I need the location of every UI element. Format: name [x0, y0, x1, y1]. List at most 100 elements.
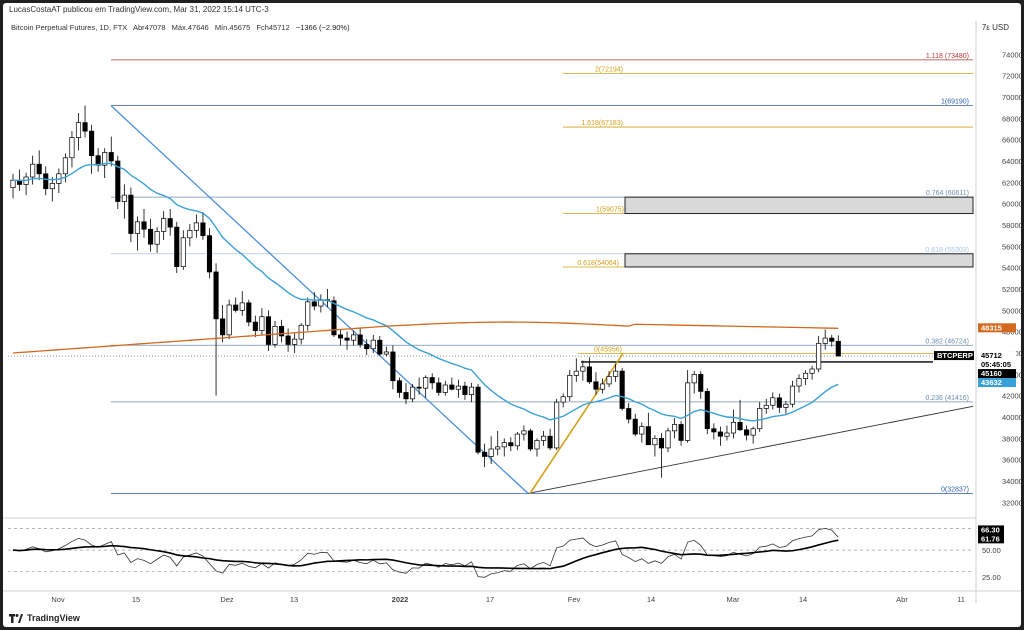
- fib-level-label: 1.118 (73480): [926, 53, 969, 60]
- fib-level-label: 2(72194): [595, 67, 623, 74]
- candle-body: [455, 385, 461, 390]
- candle-body: [573, 370, 579, 376]
- candle-body: [442, 384, 448, 393]
- candle-body: [344, 337, 350, 341]
- candle-body: [632, 418, 638, 435]
- y-tick-label: 74000: [1002, 50, 1021, 59]
- y-tick-label: 62000: [1002, 178, 1021, 187]
- candle-body: [652, 437, 658, 446]
- x-tick-label: Nov: [51, 595, 65, 604]
- fib-level-label: 1(69190): [941, 99, 969, 106]
- price-label-box: [934, 351, 974, 361]
- y-tick-label: 40000: [1002, 413, 1021, 422]
- candle-body: [102, 152, 108, 166]
- candle-body: [783, 403, 789, 408]
- candle-body: [351, 334, 357, 341]
- candle-body: [10, 179, 16, 189]
- rsi-value-box: [978, 534, 1004, 544]
- candle-body: [43, 173, 49, 190]
- publisher-line: LucasCostaAT publicou em TradingView.com…: [9, 5, 269, 14]
- candle-body: [763, 404, 769, 409]
- price-chart[interactable]: 74000 72000 70000 68000 66000 64000 62000 60000…: [3, 3, 1021, 627]
- candle-body: [691, 373, 697, 384]
- candle-body: [259, 316, 265, 331]
- ascending-trendline: [527, 405, 974, 494]
- candle-body: [252, 321, 258, 331]
- y-tick-label: 50000: [1002, 306, 1021, 315]
- x-tick-label: Fev: [568, 595, 581, 604]
- candle-body: [377, 339, 383, 355]
- price-label-text: 45712: [981, 351, 1002, 360]
- price-label-box: [978, 369, 1016, 379]
- candle-body: [586, 366, 592, 383]
- candle-body: [802, 372, 809, 379]
- x-tick-label: 17: [486, 595, 494, 604]
- fib-level-label: 0.236 (41416): [925, 395, 969, 402]
- rsi-value-box: [978, 525, 1004, 535]
- y-tick-label: 32000: [1002, 498, 1021, 507]
- candle-body: [580, 366, 586, 372]
- x-tick-label: Mar: [727, 595, 740, 604]
- candle-body: [626, 408, 632, 420]
- candle-body: [36, 163, 42, 175]
- candle-body: [370, 339, 376, 350]
- currency-button[interactable]: 7ε USD: [981, 23, 1009, 32]
- y-tick-label: 54000: [1002, 264, 1021, 273]
- fib-level-label: 0.764 (60611): [926, 190, 969, 197]
- x-tick-label: 14: [799, 595, 807, 604]
- candle-body: [233, 304, 239, 311]
- chart-frame: LucasCostaAT publicou em TradingView.com…: [3, 3, 1021, 627]
- brand-name: TradingView: [27, 613, 80, 623]
- candle-body: [141, 221, 147, 230]
- candle-body: [796, 378, 802, 387]
- candle-body: [462, 385, 468, 395]
- candle-body: [436, 382, 442, 393]
- y-tick-label: 58000: [1002, 221, 1021, 230]
- y-tick-label: 64000: [1002, 157, 1021, 166]
- candle-body: [606, 376, 612, 385]
- candle-body: [704, 391, 710, 430]
- fib-level-label: 0.618(54064): [577, 260, 619, 267]
- y-tick-label: 52000: [1002, 285, 1021, 294]
- ema-line: [12, 162, 839, 422]
- candle-body: [809, 368, 815, 374]
- candle-body: [89, 130, 95, 157]
- candle-body: [613, 370, 619, 377]
- price-label-text: 48315: [981, 323, 1002, 332]
- candle-body: [305, 301, 311, 326]
- y-tick-label: 72000: [1002, 72, 1021, 81]
- candle-body: [134, 221, 141, 234]
- y-tick-label: 66000: [1002, 136, 1021, 145]
- price-label-box: [978, 351, 1016, 361]
- price-label-text: BTCPERP: [937, 351, 973, 360]
- candle-body: [82, 122, 88, 132]
- candle-body: [829, 337, 835, 342]
- candle-body: [593, 381, 599, 390]
- candle-body: [665, 430, 671, 449]
- candle-body: [534, 440, 540, 450]
- candle-body: [658, 437, 665, 449]
- rsi-tick-label: 50.00: [982, 546, 1001, 555]
- price-label-box: [978, 360, 1016, 370]
- x-tick-label: 15: [132, 595, 140, 604]
- ma-line: [12, 321, 839, 354]
- candle-body: [776, 397, 782, 408]
- tradingview-brand[interactable]: TradingView: [9, 613, 80, 623]
- candle-body: [75, 122, 82, 138]
- x-tick-label: 14: [647, 595, 655, 604]
- candle-body: [272, 325, 278, 345]
- candle-body: [311, 301, 317, 307]
- price-label-text: 05:45:05: [981, 360, 1011, 369]
- candle-body: [717, 431, 723, 437]
- rsi-line: [12, 527, 839, 578]
- candle-body: [128, 194, 134, 234]
- rsi-ma-line: [12, 539, 839, 570]
- candle-body: [685, 382, 691, 441]
- candle-body: [62, 157, 68, 175]
- candle-body: [835, 340, 841, 357]
- candle-body: [69, 137, 75, 159]
- candle-body: [671, 424, 678, 432]
- candle-body: [482, 451, 488, 457]
- symbol-title[interactable]: Bitcoin Perpetual Futures, 1D, FTX: [11, 23, 128, 32]
- candle-body: [816, 343, 822, 370]
